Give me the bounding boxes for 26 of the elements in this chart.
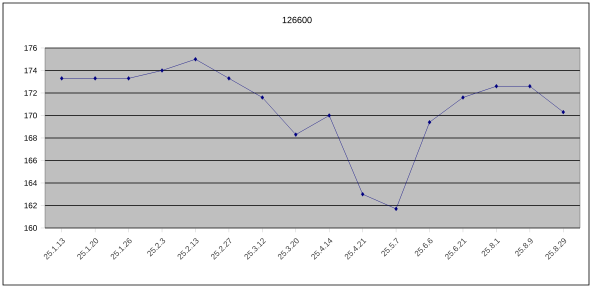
y-tick-label: 162 [24,202,37,208]
y-tick-label: 172 [24,90,37,96]
y-tick-label: 168 [24,135,37,141]
chart-title: 126600 [282,16,312,24]
point [160,68,164,73]
point [328,113,331,118]
y-tick-label: 164 [24,180,37,186]
y-tick-label: 174 [24,68,37,74]
point [60,76,64,81]
y-tick-label: 176 [24,45,37,51]
point [562,110,565,114]
point [126,76,130,81]
point [194,57,198,62]
point [461,95,465,100]
y-tick-label: 160 [24,225,37,231]
point [394,206,398,212]
point [260,95,264,100]
y-tick-label: 166 [24,158,37,164]
y-tick-label: 170 [24,112,37,118]
point [294,132,298,137]
point [528,84,532,88]
point [93,76,97,81]
point [494,84,498,88]
point [428,120,432,124]
point [227,76,231,81]
point [360,192,364,196]
